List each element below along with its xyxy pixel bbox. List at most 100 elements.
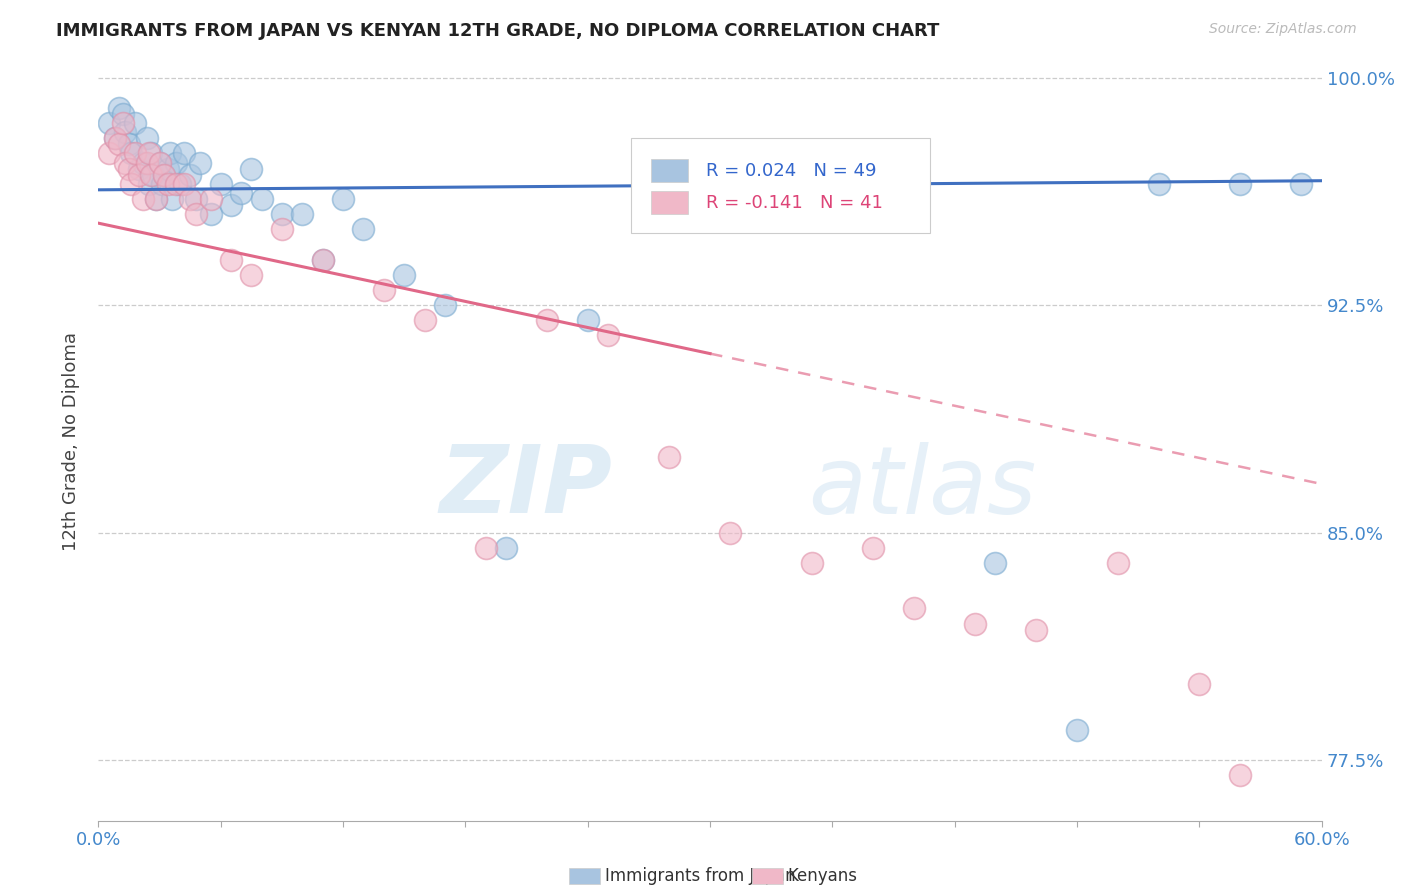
Point [312, 252, 335, 267]
Point [188, 155, 212, 169]
Point [1107, 556, 1129, 570]
Point [132, 155, 155, 169]
Point [200, 207, 222, 221]
Point [291, 207, 314, 221]
Point [200, 192, 222, 206]
Point [1291, 177, 1313, 191]
Point [352, 222, 374, 236]
Y-axis label: 12th Grade, No Diploma: 12th Grade, No Diploma [62, 332, 80, 551]
Point [165, 177, 187, 191]
Point [108, 101, 131, 115]
Point [231, 186, 253, 200]
Point [120, 177, 142, 191]
Point [240, 268, 263, 282]
Point [142, 168, 165, 182]
Point [434, 298, 457, 312]
Point [173, 177, 195, 191]
Point [114, 125, 136, 139]
Point [136, 155, 159, 169]
Point [250, 192, 273, 206]
Point [145, 192, 167, 206]
Point [124, 146, 146, 161]
Point [862, 541, 884, 555]
Point [576, 313, 599, 327]
Point [120, 146, 142, 161]
Point [128, 168, 150, 182]
Point [149, 155, 172, 169]
Point [138, 146, 160, 161]
Point [240, 161, 263, 176]
Point [332, 192, 354, 206]
Text: IMMIGRANTS FROM JAPAN VS KENYAN 12TH GRADE, NO DIPLOMA CORRELATION CHART: IMMIGRANTS FROM JAPAN VS KENYAN 12TH GRA… [56, 22, 939, 40]
Point [718, 525, 742, 540]
Text: Source: ZipAtlas.com: Source: ZipAtlas.com [1209, 22, 1357, 37]
Point [186, 207, 208, 221]
Point [138, 177, 160, 191]
Point [1147, 177, 1170, 191]
Text: atlas: atlas [808, 442, 1036, 533]
Point [173, 146, 195, 161]
Bar [651, 160, 688, 182]
Point [159, 146, 181, 161]
Point [1229, 177, 1251, 191]
Text: Immigrants from Japan: Immigrants from Japan [605, 867, 796, 885]
Point [219, 198, 242, 212]
Point [373, 283, 395, 297]
Point [270, 222, 294, 236]
Point [114, 155, 136, 169]
Point [699, 207, 721, 221]
Point [152, 168, 174, 182]
Point [156, 177, 179, 191]
Point [118, 161, 141, 176]
Point [312, 252, 335, 267]
Point [1025, 623, 1047, 637]
Point [536, 313, 558, 327]
Point [1229, 768, 1251, 782]
Point [141, 146, 163, 161]
Point [801, 556, 824, 570]
Point [145, 192, 167, 206]
Point [219, 252, 242, 267]
Point [186, 192, 208, 206]
Point [108, 137, 131, 152]
Point [1188, 677, 1211, 691]
Point [165, 155, 187, 169]
Point [495, 541, 517, 555]
Point [97, 146, 120, 161]
Point [124, 116, 146, 130]
Point [104, 131, 127, 145]
Point [862, 177, 884, 191]
Point [136, 131, 159, 145]
Point [1066, 723, 1088, 737]
Point [150, 177, 173, 191]
Text: R = -0.141   N = 41: R = -0.141 N = 41 [706, 194, 883, 211]
Point [156, 161, 179, 176]
Point [160, 192, 183, 206]
Text: Kenyans: Kenyans [787, 867, 858, 885]
Point [104, 131, 127, 145]
Point [474, 541, 498, 555]
Point [97, 116, 120, 130]
Point [984, 556, 1007, 570]
Text: ZIP: ZIP [439, 441, 612, 533]
FancyBboxPatch shape [630, 138, 931, 233]
Point [270, 207, 294, 221]
Point [179, 192, 201, 206]
Point [179, 168, 201, 182]
Point [392, 268, 416, 282]
Point [413, 313, 436, 327]
Point [658, 450, 681, 464]
Point [169, 177, 191, 191]
Point [111, 116, 134, 130]
Point [598, 328, 620, 343]
Point [965, 616, 987, 631]
Bar [651, 191, 688, 214]
Point [152, 168, 174, 182]
Point [149, 155, 172, 169]
Point [141, 168, 163, 182]
Point [209, 177, 232, 191]
Point [128, 161, 150, 176]
Point [903, 601, 925, 615]
Point [118, 137, 141, 152]
Point [111, 107, 134, 121]
